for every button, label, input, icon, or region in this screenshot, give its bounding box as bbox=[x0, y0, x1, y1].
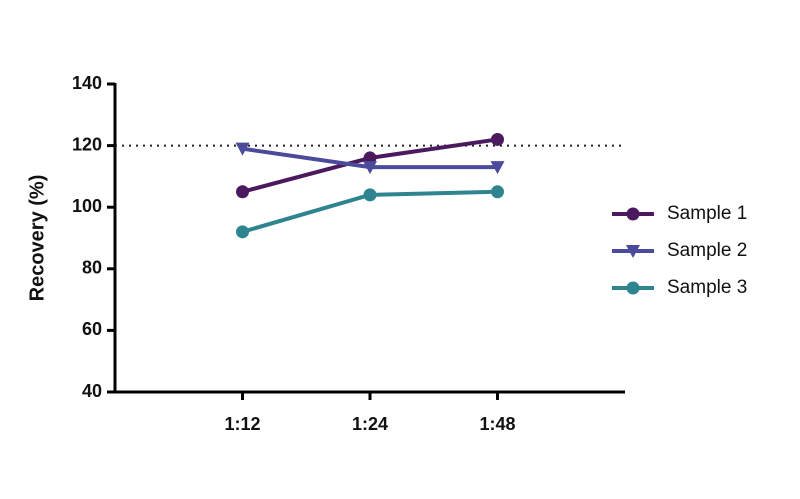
legend-marker bbox=[626, 207, 640, 221]
y-tick-label: 120 bbox=[72, 134, 102, 154]
legend-marker bbox=[626, 245, 640, 258]
data-point bbox=[363, 188, 377, 202]
y-tick-label: 40 bbox=[82, 381, 102, 401]
data-point bbox=[236, 185, 249, 199]
data-point bbox=[491, 185, 504, 199]
y-tick-label: 100 bbox=[72, 196, 102, 216]
x-tick-label: 1:48 bbox=[479, 414, 515, 434]
y-tick-label: 140 bbox=[72, 73, 102, 93]
legend-label: Sample 1 bbox=[667, 203, 747, 224]
legend-label: Sample 3 bbox=[667, 277, 747, 298]
legend-label: Sample 2 bbox=[667, 240, 747, 261]
data-point bbox=[363, 161, 377, 175]
y-tick-label: 80 bbox=[82, 258, 102, 278]
y-axis-label: Recovery (%) bbox=[26, 175, 48, 302]
x-tick-label: 1:24 bbox=[352, 414, 388, 434]
x-tick-label: 1:12 bbox=[224, 414, 260, 434]
legend-marker bbox=[626, 281, 640, 295]
y-tick-label: 60 bbox=[82, 319, 102, 339]
data-point bbox=[235, 142, 250, 156]
data-point bbox=[236, 225, 249, 239]
data-point bbox=[491, 132, 504, 146]
data-point bbox=[490, 161, 505, 175]
